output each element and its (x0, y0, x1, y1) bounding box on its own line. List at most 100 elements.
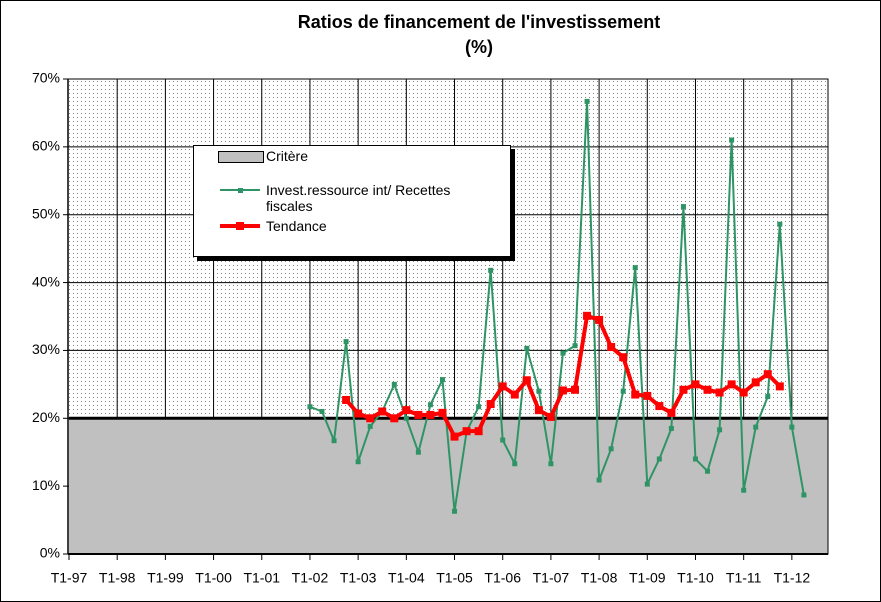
x-tick-label: T1-09 (629, 570, 666, 586)
marker (367, 423, 373, 429)
marker (438, 408, 447, 417)
marker (789, 424, 795, 430)
marker (427, 402, 433, 408)
x-tick-label: T1-05 (436, 570, 473, 586)
marker (643, 391, 652, 400)
marker (631, 390, 640, 399)
marker (343, 339, 349, 345)
marker (534, 406, 543, 415)
marker (452, 508, 458, 514)
marker (777, 221, 783, 227)
marker (536, 388, 542, 394)
x-tick-label: T1-99 (147, 570, 184, 586)
marker (668, 425, 674, 431)
x-tick-label: T1-02 (292, 570, 329, 586)
marker (474, 427, 483, 436)
x-tick-label: T1-00 (195, 570, 232, 586)
marker (644, 481, 650, 487)
legend: Critère Invest.ressource int/ Recettes fi… (193, 145, 511, 257)
marker (801, 492, 807, 498)
y-tick-label: 0% (40, 545, 60, 561)
x-tick-label: T1-06 (484, 570, 521, 586)
marker (753, 424, 759, 430)
marker (583, 311, 592, 320)
marker (500, 437, 506, 443)
marker (656, 456, 662, 462)
marker (667, 408, 676, 417)
area (69, 418, 828, 554)
chart-title: Ratios de financement de l'investissemen… (298, 12, 660, 32)
marker (524, 345, 530, 351)
marker (632, 265, 638, 271)
chart-subtitle: (%) (465, 37, 493, 57)
y-tick-label: 20% (32, 409, 60, 425)
legend-label: Critère (266, 148, 309, 164)
y-tick-label: 50% (32, 205, 60, 221)
marker (729, 137, 735, 143)
marker (403, 415, 409, 421)
marker (319, 409, 325, 414)
marker (584, 98, 590, 104)
marker (775, 382, 784, 391)
marker (560, 350, 566, 356)
y-tick-label: 60% (32, 138, 60, 154)
x-tick-label: T1-12 (774, 570, 811, 586)
marker (571, 385, 579, 394)
x-tick-label: T1-98 (99, 570, 136, 586)
x-tick-label: T1-07 (533, 570, 570, 586)
marker (715, 388, 724, 397)
marker (751, 378, 760, 387)
marker (705, 468, 711, 474)
marker (402, 406, 411, 415)
marker (439, 377, 445, 383)
marker (522, 376, 531, 385)
marker (426, 410, 435, 419)
marker (763, 370, 772, 379)
marker (595, 315, 604, 324)
marker (680, 204, 686, 210)
marker (727, 380, 736, 389)
x-tick-label: T1-11 (726, 570, 762, 586)
marker (703, 385, 712, 394)
marker (512, 461, 518, 467)
y-tick-label: 70% (32, 70, 60, 86)
x-tick-label: T1-97 (51, 570, 88, 586)
marker (655, 402, 664, 411)
legend-swatch (220, 222, 260, 230)
plot-border (67, 78, 829, 555)
marker (548, 461, 554, 467)
marker (691, 380, 700, 389)
marker (572, 343, 578, 349)
marker (486, 400, 495, 409)
marker (498, 382, 507, 391)
y-tick-label: 30% (32, 341, 60, 357)
marker (354, 409, 363, 418)
marker (741, 487, 747, 493)
marker (366, 414, 375, 423)
legend-swatch (220, 187, 260, 193)
marker (739, 388, 748, 397)
marker (619, 353, 628, 362)
marker (765, 394, 771, 400)
marker (679, 385, 688, 394)
marker (510, 390, 519, 399)
marker (391, 381, 397, 387)
marker (692, 456, 698, 462)
marker (390, 414, 399, 423)
x-tick-label: T1-01 (243, 570, 280, 586)
marker (608, 446, 614, 452)
marker (607, 343, 616, 352)
marker (415, 449, 421, 455)
marker (414, 410, 423, 419)
legend-label: Tendance (266, 218, 327, 234)
legend-swatch (218, 151, 264, 163)
marker (476, 404, 482, 410)
marker (546, 412, 555, 421)
marker (596, 477, 602, 483)
legend-label: Invest.ressource int/ Recettes fiscales (266, 182, 451, 214)
marker (558, 386, 567, 395)
marker (717, 427, 723, 433)
marker (355, 459, 361, 465)
